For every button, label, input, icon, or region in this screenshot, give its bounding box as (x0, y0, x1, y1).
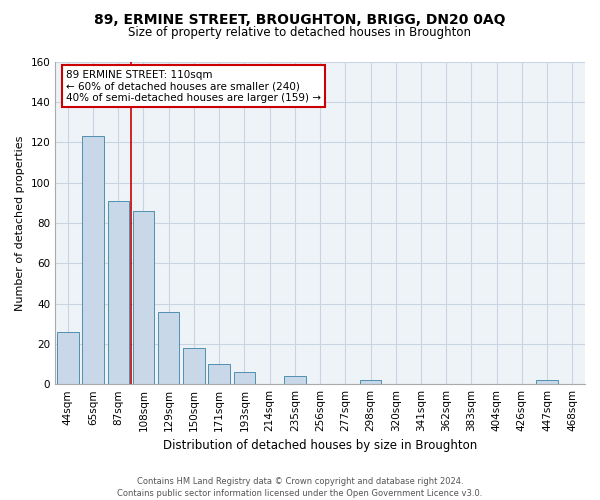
Bar (133, 210, 154, 384)
Y-axis label: Number of detached properties: Number of detached properties (15, 135, 25, 310)
Bar (183, 348, 205, 384)
Bar (360, 380, 381, 384)
Text: 89, ERMINE STREET, BROUGHTON, BRIGG, DN20 0AQ: 89, ERMINE STREET, BROUGHTON, BRIGG, DN2… (94, 12, 506, 26)
Text: 89 ERMINE STREET: 110sqm
← 60% of detached houses are smaller (240)
40% of semi-: 89 ERMINE STREET: 110sqm ← 60% of detach… (66, 70, 321, 103)
Text: Size of property relative to detached houses in Broughton: Size of property relative to detached ho… (128, 26, 472, 39)
Bar (284, 376, 305, 384)
Bar (57, 332, 79, 384)
X-axis label: Distribution of detached houses by size in Broughton: Distribution of detached houses by size … (163, 440, 477, 452)
Bar (158, 312, 179, 384)
Bar (107, 200, 129, 384)
Text: Contains HM Land Registry data © Crown copyright and database right 2024.
Contai: Contains HM Land Registry data © Crown c… (118, 476, 482, 498)
Bar (233, 372, 255, 384)
Bar (208, 364, 230, 384)
Bar (536, 380, 558, 384)
Bar (82, 136, 104, 384)
